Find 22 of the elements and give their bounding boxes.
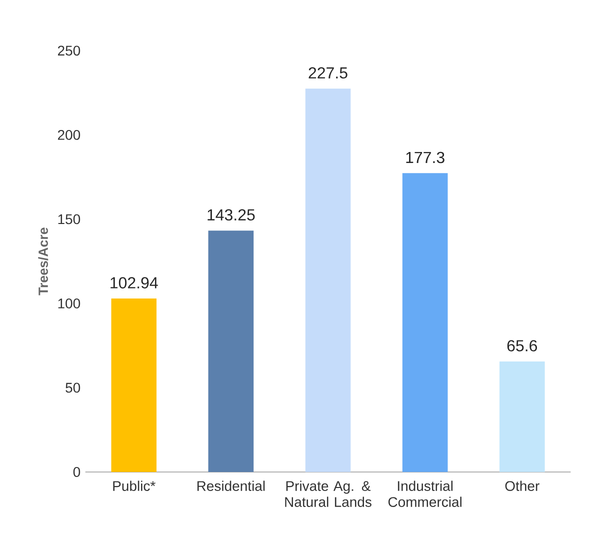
data-label: 65.6 [507,340,537,352]
bar [499,361,545,472]
bar [402,173,448,472]
y-axis-title: Trees/Acre [38,228,48,296]
x-tick-label: Private Ag. & Natural Lands [285,480,372,507]
bar [305,88,351,472]
y-tick-label: 0 [73,467,80,477]
data-label: 102.94 [110,277,158,288]
y-tick-label: 200 [58,130,80,140]
x-tick-label: Other [505,480,540,491]
x-tick-label: Industrial Commercial [388,480,462,507]
data-label: 177.3 [406,152,444,164]
y-tick-label: 100 [58,298,80,308]
bar [111,298,157,472]
x-tick-label: Residential [197,480,265,491]
y-tick-label: 250 [58,46,80,56]
x-tick-label: Public* [113,480,156,491]
bar [208,230,254,472]
data-label: 227.5 [308,67,348,79]
y-tick-label: 50 [66,382,80,393]
y-tick-label: 150 [58,214,80,224]
data-label: 143.25 [208,209,255,221]
